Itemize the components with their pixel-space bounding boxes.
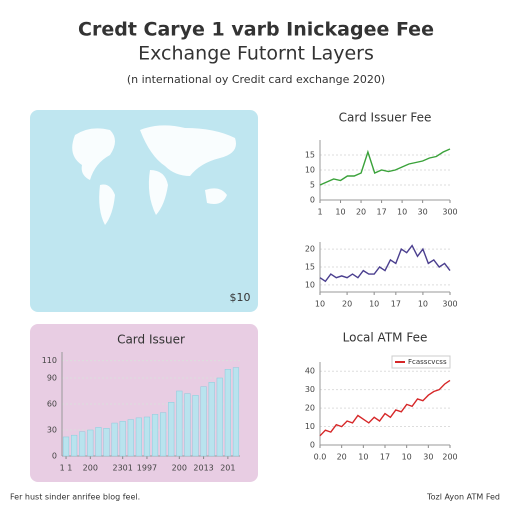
x-tick-label: 200	[83, 464, 98, 473]
y-tick-label: 10	[305, 422, 315, 431]
x-tick-label: 10	[358, 453, 368, 462]
bar	[143, 416, 151, 457]
y-tick-label: 30	[305, 385, 315, 394]
x-tick-label: 201	[220, 464, 235, 473]
bar	[160, 412, 167, 457]
footer-right: Tozl Ayon ATM Fed	[426, 493, 500, 502]
x-tick-label: 20	[356, 208, 366, 217]
title-line: Exchange Futornt Layers	[138, 43, 374, 65]
x-tick-label: 1 1	[60, 464, 73, 473]
x-tick-label: 300	[442, 208, 457, 217]
y-tick-label: 0	[52, 452, 57, 461]
bar	[135, 417, 142, 457]
bar	[111, 422, 118, 457]
bar	[224, 369, 231, 457]
bar	[127, 419, 134, 457]
y-tick-label: 15	[305, 263, 315, 272]
x-tick-label: 30	[418, 208, 428, 217]
bar	[62, 436, 70, 457]
y-tick-label: 0	[310, 441, 315, 450]
y-tick-label: 0	[310, 196, 315, 205]
map-label: $10	[230, 291, 251, 304]
y-tick-label: 5	[310, 181, 315, 190]
x-tick-label: 10	[418, 300, 428, 309]
line	[319, 148, 451, 186]
bar	[95, 427, 102, 457]
bar	[208, 382, 215, 457]
y-tick-label: 40	[305, 367, 315, 376]
bar	[176, 390, 183, 457]
y-tick-label: 10	[305, 280, 315, 289]
x-tick-label: 1	[317, 208, 322, 217]
chart-title: Card Issuer	[117, 333, 185, 347]
x-tick-label: 2301	[113, 464, 133, 473]
chart-title: Card Issuer Fee	[339, 111, 432, 125]
footer-left: Fer hust sinder anrifee blog feel.	[10, 493, 140, 502]
x-tick-label: 10	[315, 300, 325, 309]
x-tick-label: 17	[376, 208, 386, 217]
bar	[192, 395, 199, 457]
x-tick-label: 10	[397, 208, 407, 217]
x-tick-label: 10	[369, 300, 379, 309]
y-tick-label: 15	[305, 151, 315, 160]
x-tick-label: 17	[380, 453, 390, 462]
x-tick-label: 2013	[193, 464, 213, 473]
y-tick-label: 10	[305, 166, 315, 175]
y-tick-label: 60	[47, 400, 57, 409]
x-tick-label: 1997	[137, 464, 157, 473]
bar	[119, 421, 126, 457]
y-tick-label: 30	[47, 426, 57, 435]
bar	[151, 414, 159, 457]
bar	[184, 393, 191, 457]
title-line: Credt Carye 1 varb Inickagee Fee	[78, 19, 434, 41]
y-tick-label: 20	[305, 245, 315, 254]
y-tick-label: 90	[47, 374, 57, 383]
bar	[103, 428, 110, 457]
bar	[200, 386, 207, 457]
subtitle: (n international oy Credit card exchange…	[127, 73, 385, 86]
bar	[168, 402, 175, 457]
x-tick-label: 20	[337, 453, 347, 462]
chart-title: Local ATM Fee	[343, 331, 428, 345]
y-tick-label: 20	[305, 404, 315, 413]
x-tick-label: 0.0	[314, 453, 327, 462]
x-tick-label: 200	[442, 453, 457, 462]
x-tick-label: 20	[342, 300, 352, 309]
x-tick-label: 200	[172, 464, 187, 473]
y-tick-label: 110	[42, 356, 57, 365]
legend-label: Fcasscvcss	[408, 358, 447, 366]
x-tick-label: 300	[442, 300, 457, 309]
x-tick-label: 30	[423, 453, 433, 462]
bar	[232, 367, 240, 457]
bar	[216, 377, 223, 457]
bar	[87, 429, 94, 457]
bar	[71, 434, 78, 457]
map-panel: $10	[30, 110, 258, 312]
bar	[79, 431, 86, 457]
x-tick-label: 17	[391, 300, 401, 309]
legend-box	[391, 355, 451, 369]
line	[319, 244, 451, 283]
bar-panel	[30, 324, 258, 482]
x-tick-label: 10	[335, 208, 345, 217]
x-tick-label: 10	[402, 453, 412, 462]
line	[319, 379, 451, 437]
